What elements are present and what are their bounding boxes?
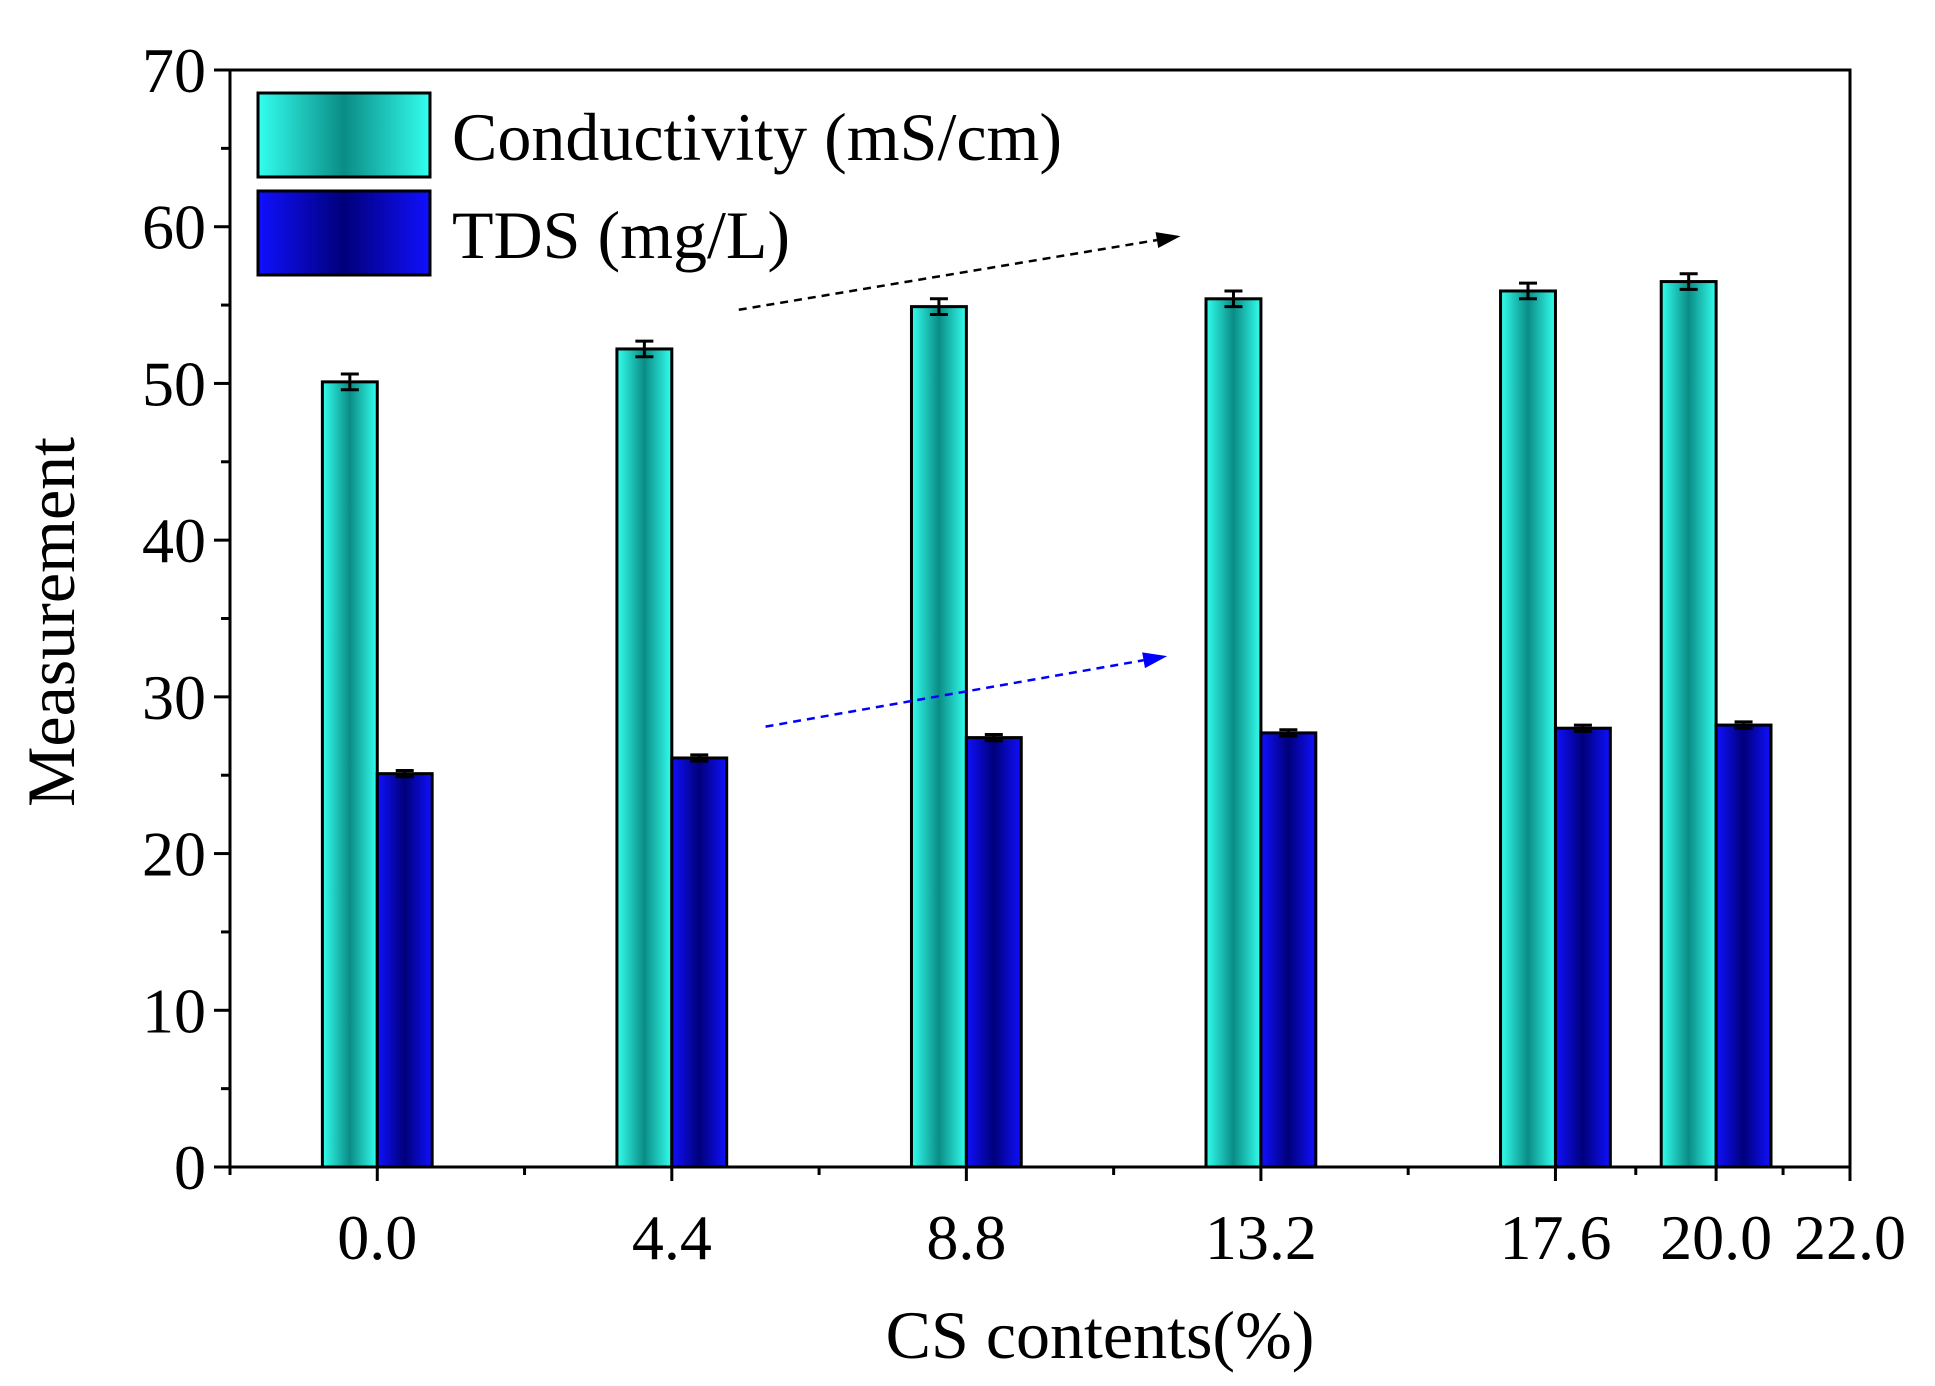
x-tick-label: 22.0 (1794, 1202, 1906, 1273)
trend-arrow-head (1142, 652, 1168, 669)
tds-bar (1259, 731, 1318, 1169)
trend-arrow-line (738, 238, 1158, 312)
x-axis-title: CS contents(%) (886, 1297, 1315, 1373)
x-tick-label: 17.6 (1499, 1202, 1611, 1273)
x-tick-label: 0.0 (337, 1202, 417, 1273)
conductivity-bar (1659, 280, 1718, 1169)
conductivity-bar (320, 380, 379, 1169)
legend-swatch-conductivity (256, 91, 432, 179)
y-tick-label: 70 (142, 35, 206, 106)
y-tick-label: 60 (142, 192, 206, 263)
y-tick-label: 10 (142, 975, 206, 1046)
legend-label-tds: TDS (mg/L) (452, 197, 790, 273)
legend-swatch-tds (256, 189, 432, 277)
tds-bar (1553, 726, 1612, 1169)
trend-arrow-line (765, 659, 1144, 728)
trend-arrows (738, 232, 1181, 728)
trend-arrow-head (1155, 232, 1181, 248)
conductivity-bar (1204, 297, 1263, 1169)
tds-bar (964, 736, 1023, 1169)
y-tick-label: 50 (142, 348, 206, 419)
x-tick-label: 8.8 (926, 1202, 1006, 1273)
y-tick-label: 0 (174, 1132, 206, 1203)
y-tick-label: 20 (142, 819, 206, 890)
x-tick-label: 4.4 (632, 1202, 712, 1273)
x-tick-label: 13.2 (1205, 1202, 1317, 1273)
ticks: 0 10 20 30 40 50 60 70 0.0 4.4 8.8 13.2 17.6 20.0 22.0 (142, 35, 1906, 1273)
tds-bar (1714, 723, 1773, 1169)
bars (320, 272, 1773, 1169)
conductivity-bar (909, 305, 968, 1169)
conductivity-bar (1499, 289, 1557, 1169)
y-tick-label: 30 (142, 662, 206, 733)
legend-label-conductivity: Conductivity (mS/cm) (452, 99, 1062, 175)
conductivity-bar (615, 347, 674, 1169)
x-tick-label: 20.0 (1660, 1202, 1772, 1273)
tds-bar (670, 756, 729, 1169)
y-axis-title: Measurement (13, 437, 89, 807)
legend: Conductivity (mS/cm) TDS (mg/L) (256, 91, 1062, 277)
tds-bar (375, 772, 434, 1169)
y-tick-label: 40 (142, 505, 206, 576)
